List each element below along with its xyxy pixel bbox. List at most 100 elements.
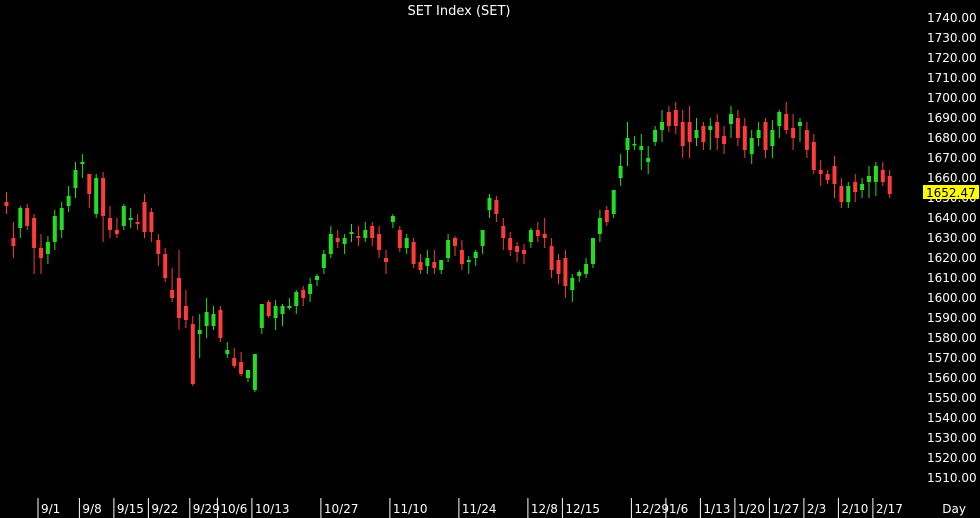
candle [59, 202, 64, 238]
candle-body [584, 264, 589, 274]
y-tick-label: 1620.00 [927, 251, 977, 265]
candle-body [549, 246, 554, 270]
candle [501, 218, 506, 250]
candle-body [301, 290, 306, 298]
candle [446, 234, 451, 262]
candle-body [66, 196, 71, 206]
candle-body [494, 200, 499, 214]
candle-body [418, 262, 423, 270]
candle [694, 118, 699, 146]
y-tick-label: 1660.00 [927, 171, 977, 185]
candle-body [225, 350, 230, 354]
candle-body [439, 260, 444, 270]
candle-body [542, 234, 547, 238]
candle [246, 370, 250, 382]
candle [218, 306, 223, 342]
candle [328, 226, 333, 258]
y-tick-label: 1610.00 [927, 271, 977, 285]
candle [784, 102, 789, 134]
candles-layer [4, 102, 892, 392]
candle-body [163, 254, 168, 278]
x-tick-label: 10/6 [220, 502, 247, 516]
candle-body [135, 222, 140, 224]
candle [867, 166, 871, 198]
candle [149, 208, 154, 242]
candle [791, 114, 796, 150]
candle [121, 204, 126, 230]
candle [280, 304, 285, 326]
candle-body [722, 136, 727, 144]
candle [563, 250, 568, 298]
candle [508, 232, 513, 256]
candle [701, 122, 706, 150]
x-tick-label: 10/13 [255, 502, 290, 516]
candle [873, 162, 878, 196]
candle-body [80, 162, 85, 164]
candle [321, 250, 326, 274]
x-tick-label: 9/15 [117, 502, 144, 516]
candle-body [811, 142, 816, 170]
candle [252, 354, 257, 392]
candle-body [742, 126, 747, 150]
candle [480, 230, 485, 254]
candle [80, 154, 85, 178]
x-tick-label: 11/24 [462, 502, 497, 516]
candle-body [880, 170, 885, 182]
candle [459, 240, 464, 270]
candle [549, 238, 554, 278]
candle [666, 106, 671, 132]
candle [804, 122, 809, 158]
x-tick-label: 9/22 [151, 502, 178, 516]
candle [342, 234, 347, 254]
candle-body [294, 292, 299, 306]
candle-body [515, 246, 520, 252]
candle-body [846, 186, 851, 202]
candle-body [887, 176, 892, 194]
candle-body [625, 138, 630, 150]
candle-body [687, 122, 692, 142]
candle [528, 228, 533, 248]
candle [687, 106, 692, 158]
candle-body [128, 218, 133, 220]
candle-body [459, 250, 464, 264]
candle-body [4, 202, 9, 206]
candle [570, 274, 575, 302]
candle-body [694, 130, 699, 138]
y-tick-label: 1560.00 [927, 371, 977, 385]
candle [87, 174, 92, 208]
candle [487, 194, 492, 218]
x-tick-label: 11/10 [393, 502, 428, 516]
x-tick-label: 9/8 [82, 502, 101, 516]
candle-body [384, 258, 388, 262]
candle-body [335, 238, 340, 242]
x-tick-label: 9/29 [193, 502, 220, 516]
candle-body [114, 230, 119, 234]
candle [846, 182, 851, 208]
candle [163, 248, 168, 282]
candle-body [556, 260, 561, 274]
candle-body [363, 230, 368, 238]
x-tick-label: 1/20 [738, 502, 765, 516]
x-tick-label: 12/8 [531, 502, 558, 516]
candle [349, 224, 354, 242]
candle-body [18, 208, 23, 228]
candle-body [749, 138, 754, 154]
x-axis: 9/1 9/8 9/15 9/22 9/29 10/6 10/13 10/27 11/10 11/… [37, 498, 903, 518]
candle [204, 298, 209, 338]
candle [190, 316, 195, 386]
x-tick-label: 12/29 [634, 502, 669, 516]
candle-body [397, 230, 402, 248]
x-tick-label: 1/27 [772, 502, 799, 516]
candle [611, 190, 616, 218]
candle-body [411, 242, 416, 264]
candle-body [39, 248, 43, 258]
candle-body [315, 276, 319, 280]
candle [646, 146, 651, 174]
candle-body [777, 112, 782, 126]
candle-body [197, 330, 202, 334]
candle [39, 234, 43, 274]
candle-body [59, 208, 64, 230]
candle-body [11, 238, 16, 246]
candle [128, 208, 133, 228]
candle-body [673, 110, 678, 126]
